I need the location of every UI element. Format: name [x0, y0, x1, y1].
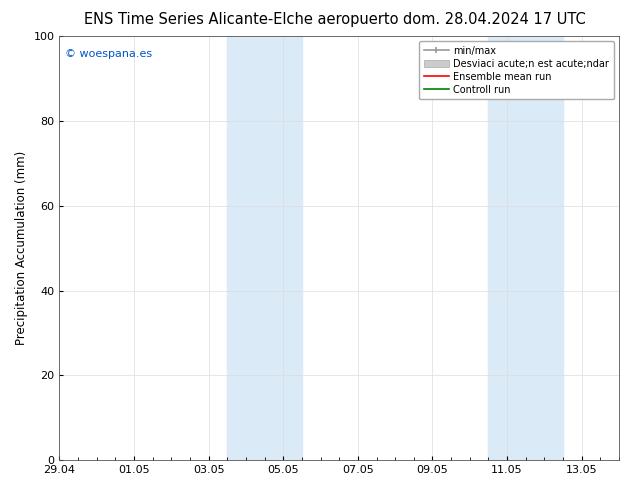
Y-axis label: Precipitation Accumulation (mm): Precipitation Accumulation (mm) — [15, 151, 28, 345]
Bar — [228, 36, 302, 460]
Legend: min/max, Desviaci acute;n est acute;ndar, Ensemble mean run, Controll run: min/max, Desviaci acute;n est acute;ndar… — [419, 41, 614, 99]
Bar — [488, 36, 563, 460]
Text: ENS Time Series Alicante-Elche aeropuerto: ENS Time Series Alicante-Elche aeropuert… — [84, 12, 398, 27]
Text: © woespana.es: © woespana.es — [65, 49, 152, 59]
Text: dom. 28.04.2024 17 UTC: dom. 28.04.2024 17 UTC — [403, 12, 586, 27]
